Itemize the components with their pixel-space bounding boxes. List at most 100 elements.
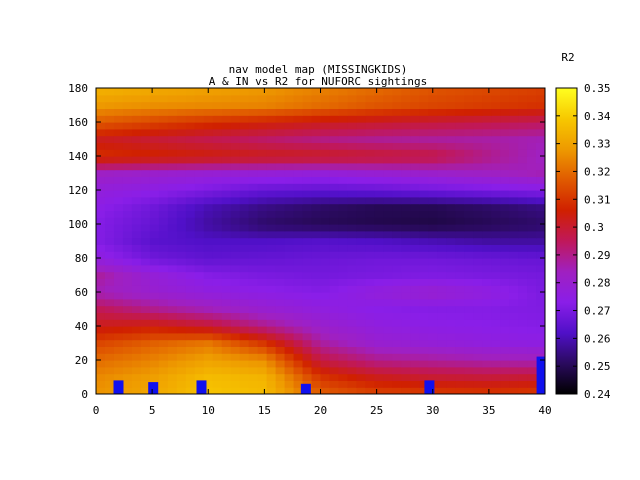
- heatmap-cell: [248, 366, 259, 375]
- marker-bar: [536, 356, 545, 394]
- heatmap-cell: [347, 94, 358, 103]
- heatmap-cell: [347, 387, 358, 394]
- heatmap-cell: [239, 115, 250, 123]
- heatmap-cell: [257, 298, 268, 307]
- heatmap-cell: [140, 387, 151, 394]
- heatmap-cell: [518, 203, 528, 211]
- heatmap-cell: [311, 298, 322, 307]
- heatmap-cell: [239, 380, 250, 388]
- heatmap-cell: [176, 88, 187, 96]
- heatmap-cell: [455, 196, 465, 205]
- heatmap-cell: [518, 264, 528, 273]
- heatmap-cell: [446, 285, 456, 293]
- heatmap-cell: [473, 142, 483, 150]
- heatmap-cell: [167, 264, 178, 273]
- heatmap-cell: [509, 271, 519, 279]
- heatmap-cell: [203, 312, 214, 320]
- heatmap-cell: [176, 108, 187, 116]
- heatmap-cell: [221, 292, 232, 300]
- heatmap-cell: [140, 271, 151, 279]
- heatmap-cell: [401, 298, 411, 307]
- heatmap-cell: [140, 298, 151, 307]
- heatmap-cell: [410, 264, 420, 273]
- heatmap-cell: [365, 101, 375, 109]
- heatmap-cell: [122, 142, 133, 150]
- heatmap-cell: [518, 319, 528, 327]
- heatmap-cell: [365, 292, 375, 300]
- heatmap-cell: [257, 292, 268, 300]
- heatmap-cell: [464, 292, 474, 300]
- heatmap-cell: [338, 156, 349, 164]
- heatmap-cell: [212, 366, 223, 375]
- heatmap-cell: [167, 278, 178, 286]
- heatmap-cell: [221, 149, 232, 157]
- heatmap-cell: [302, 285, 313, 293]
- heatmap-cell: [104, 183, 115, 191]
- heatmap-cell: [518, 373, 528, 381]
- heatmap-cell: [473, 271, 483, 279]
- heatmap-cell: [230, 305, 241, 313]
- heatmap-cell: [131, 298, 142, 307]
- heatmap-cell: [482, 108, 492, 116]
- heatmap-cell: [311, 210, 322, 218]
- heatmap-cell: [248, 360, 259, 368]
- heatmap-cell: [140, 319, 151, 327]
- heatmap-cell: [419, 115, 429, 123]
- heatmap-cell: [96, 88, 106, 96]
- heatmap-cell: [536, 122, 545, 130]
- heatmap-cell: [149, 169, 160, 177]
- heatmap-cell: [428, 156, 438, 164]
- heatmap-cell: [185, 285, 196, 293]
- heatmap-cell: [428, 230, 438, 239]
- heatmap-cell: [500, 176, 510, 184]
- heatmap-cell: [392, 319, 402, 327]
- heatmap-cell: [500, 380, 510, 388]
- heatmap-cell: [374, 203, 384, 211]
- heatmap-cell: [311, 156, 322, 164]
- heatmap-cell: [347, 237, 358, 245]
- heatmap-cell: [149, 360, 160, 368]
- heatmap-cell: [230, 339, 241, 347]
- heatmap-cell: [239, 88, 250, 96]
- heatmap-cell: [329, 312, 340, 320]
- heatmap-cell: [536, 142, 545, 150]
- heatmap-cell: [365, 156, 375, 164]
- heatmap-cell: [365, 224, 375, 232]
- heatmap-cell: [248, 332, 259, 341]
- heatmap-cell: [401, 292, 411, 300]
- heatmap-cell: [194, 115, 205, 123]
- heatmap-cell: [383, 156, 393, 164]
- heatmap-cell: [491, 258, 501, 266]
- heatmap-cell: [221, 230, 232, 239]
- heatmap-cell: [293, 176, 304, 184]
- heatmap-cell: [509, 387, 519, 394]
- heatmap-cell: [212, 88, 223, 96]
- heatmap-cell: [257, 258, 268, 266]
- heatmap-cell: [392, 183, 402, 191]
- heatmap-cell: [212, 203, 223, 211]
- heatmap-cell: [185, 94, 196, 103]
- heatmap-cell: [221, 176, 232, 184]
- y-tick-label: 140: [68, 150, 88, 163]
- heatmap-cell: [320, 373, 331, 381]
- heatmap-cell: [122, 230, 133, 239]
- heatmap-cell: [257, 115, 268, 123]
- heatmap-cell: [392, 244, 402, 252]
- heatmap-cell: [455, 298, 465, 307]
- heatmap-cell: [347, 217, 358, 225]
- heatmap-cell: [509, 224, 519, 232]
- heatmap-cell: [428, 115, 438, 123]
- heatmap-cell: [185, 108, 196, 116]
- heatmap-cell: [230, 88, 241, 96]
- heatmap-cell: [149, 183, 160, 191]
- heatmap-cell: [356, 251, 366, 259]
- heatmap-cell: [167, 346, 178, 354]
- heatmap-cell: [410, 360, 420, 368]
- heatmap-cell: [428, 305, 438, 313]
- heatmap-cell: [275, 373, 286, 381]
- heatmap-cell: [248, 169, 259, 177]
- heatmap-cell: [203, 244, 214, 252]
- heatmap-cell: [500, 353, 510, 361]
- heatmap-cell: [482, 332, 492, 341]
- heatmap-cell: [275, 346, 286, 354]
